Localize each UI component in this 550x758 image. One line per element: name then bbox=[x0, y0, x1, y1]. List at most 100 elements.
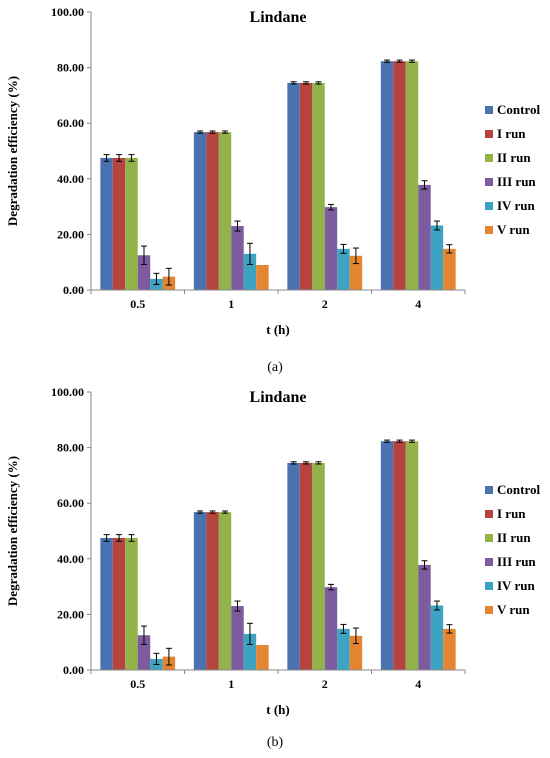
bar-i-run-0.5 bbox=[112, 537, 126, 670]
x-tick-label: 0.5 bbox=[130, 297, 145, 311]
bar-ii-run-1 bbox=[218, 132, 232, 290]
bar-iii-run-2 bbox=[324, 207, 338, 290]
legend-swatch bbox=[485, 534, 493, 542]
bar-i-run-2 bbox=[299, 462, 313, 670]
legend-swatch bbox=[485, 130, 493, 138]
bar-v-run-4 bbox=[443, 628, 456, 670]
bar-v-run-2 bbox=[349, 635, 363, 670]
bar-v-run-1 bbox=[256, 264, 269, 290]
bar-ii-run-2 bbox=[312, 82, 325, 290]
chart-panel-b: Lindane 0.00 20.00 40.00 60.00 80.00 100.00 0.5… bbox=[0, 380, 550, 758]
bar-iii-run-1 bbox=[231, 606, 244, 670]
bar-i-run-4 bbox=[393, 61, 406, 291]
legend-label: I run bbox=[497, 506, 526, 521]
bar-iii-run-4 bbox=[418, 564, 431, 670]
bar-iii-run-0.5 bbox=[137, 255, 151, 290]
legend-label: I run bbox=[497, 126, 526, 141]
bar-iii-run-1 bbox=[231, 226, 244, 290]
legend-label: II run bbox=[497, 530, 531, 545]
bar-i-run-1 bbox=[206, 132, 219, 290]
bar-control-0.5 bbox=[100, 157, 113, 290]
bar-control-4 bbox=[380, 441, 394, 670]
x-tick-label: 1 bbox=[228, 297, 234, 311]
figure-caption: (a) bbox=[267, 360, 283, 375]
bar-control-4 bbox=[380, 61, 394, 291]
bar-chart-a: Lindane 0.00 20.00 40.00 60.00 80.00 100.00 0.5… bbox=[5, 5, 540, 375]
legend-swatch bbox=[485, 486, 493, 494]
chart-panel-a: Lindane 0.00 20.00 40.00 60.00 80.00 100.00 0.5… bbox=[5, 5, 540, 375]
y-tick-label: 40.00 bbox=[57, 552, 84, 566]
legend-label: III run bbox=[497, 554, 536, 569]
bar-v-run-1 bbox=[256, 644, 269, 670]
x-tick-label: 0.5 bbox=[130, 677, 145, 691]
legend-swatch bbox=[485, 226, 493, 234]
bar-i-run-0.5 bbox=[112, 157, 126, 290]
bar-v-run-2 bbox=[349, 255, 363, 290]
legend-swatch bbox=[485, 558, 493, 566]
bar-ii-run-4 bbox=[405, 61, 419, 291]
legend-swatch bbox=[485, 606, 493, 614]
bar-iv-run-2 bbox=[337, 248, 350, 290]
bar-iv-run-4 bbox=[430, 225, 444, 290]
x-tick-label: 2 bbox=[322, 677, 328, 691]
bar-iv-run-4 bbox=[430, 605, 444, 670]
legend-swatch bbox=[485, 106, 493, 114]
legend-label: Control bbox=[497, 482, 540, 497]
bar-iv-run-1 bbox=[243, 633, 257, 670]
x-tick-label: 1 bbox=[228, 677, 234, 691]
legend-label: V run bbox=[497, 602, 530, 617]
bar-i-run-2 bbox=[299, 82, 313, 290]
y-tick-label: 80.00 bbox=[57, 441, 84, 455]
bar-i-run-4 bbox=[393, 441, 406, 670]
y-tick-label: 60.00 bbox=[57, 496, 84, 510]
y-tick-label: 80.00 bbox=[57, 61, 84, 75]
x-tick-label: 2 bbox=[322, 297, 328, 311]
y-tick-label: 100.00 bbox=[51, 385, 84, 399]
legend-swatch bbox=[485, 582, 493, 590]
legend-swatch bbox=[485, 154, 493, 162]
legend-label: II run bbox=[497, 150, 531, 165]
bar-v-run-4 bbox=[443, 248, 456, 290]
legend-label: IV run bbox=[497, 198, 535, 213]
bar-chart-b: Lindane 0.00 20.00 40.00 60.00 80.00 100.00 0.5… bbox=[5, 385, 540, 750]
bar-control-1 bbox=[193, 512, 207, 670]
y-tick-label: 60.00 bbox=[57, 116, 84, 130]
legend-swatch bbox=[485, 510, 493, 518]
y-axis-label: Degradation efficiency (%) bbox=[5, 456, 20, 606]
y-tick-label: 40.00 bbox=[57, 172, 84, 186]
bar-ii-run-0.5 bbox=[125, 537, 138, 670]
legend-swatch bbox=[485, 178, 493, 186]
bar-iv-run-2 bbox=[337, 628, 350, 670]
bar-control-2 bbox=[287, 462, 300, 670]
bar-ii-run-4 bbox=[405, 441, 419, 670]
legend-label: IV run bbox=[497, 578, 535, 593]
x-tick-label: 4 bbox=[415, 677, 421, 691]
legend-label: Control bbox=[497, 102, 540, 117]
bar-control-2 bbox=[287, 82, 300, 290]
bar-iii-run-0.5 bbox=[137, 635, 151, 670]
y-tick-label: 100.00 bbox=[51, 5, 84, 19]
legend-swatch bbox=[485, 202, 493, 210]
bar-iii-run-4 bbox=[418, 184, 431, 290]
bar-iv-run-1 bbox=[243, 253, 257, 290]
bar-i-run-1 bbox=[206, 512, 219, 670]
bar-control-1 bbox=[193, 132, 207, 290]
x-axis-label: t (h) bbox=[266, 322, 289, 337]
bar-ii-run-0.5 bbox=[125, 157, 138, 290]
y-tick-label: 0.00 bbox=[63, 663, 84, 677]
y-axis-label: Degradation efficiency (%) bbox=[5, 76, 20, 226]
y-tick-label: 20.00 bbox=[57, 227, 84, 241]
figure-caption: (b) bbox=[267, 735, 284, 750]
x-axis-label: t (h) bbox=[266, 702, 289, 717]
bar-iii-run-2 bbox=[324, 587, 338, 670]
bar-ii-run-2 bbox=[312, 462, 325, 670]
chart-title: Lindane bbox=[250, 389, 307, 406]
y-tick-label: 20.00 bbox=[57, 607, 84, 621]
bar-ii-run-1 bbox=[218, 512, 232, 670]
chart-title: Lindane bbox=[250, 9, 307, 26]
bar-control-0.5 bbox=[100, 537, 113, 670]
x-tick-label: 4 bbox=[415, 297, 421, 311]
y-tick-label: 0.00 bbox=[63, 283, 84, 297]
legend-label: V run bbox=[497, 222, 530, 237]
legend-label: III run bbox=[497, 174, 536, 189]
